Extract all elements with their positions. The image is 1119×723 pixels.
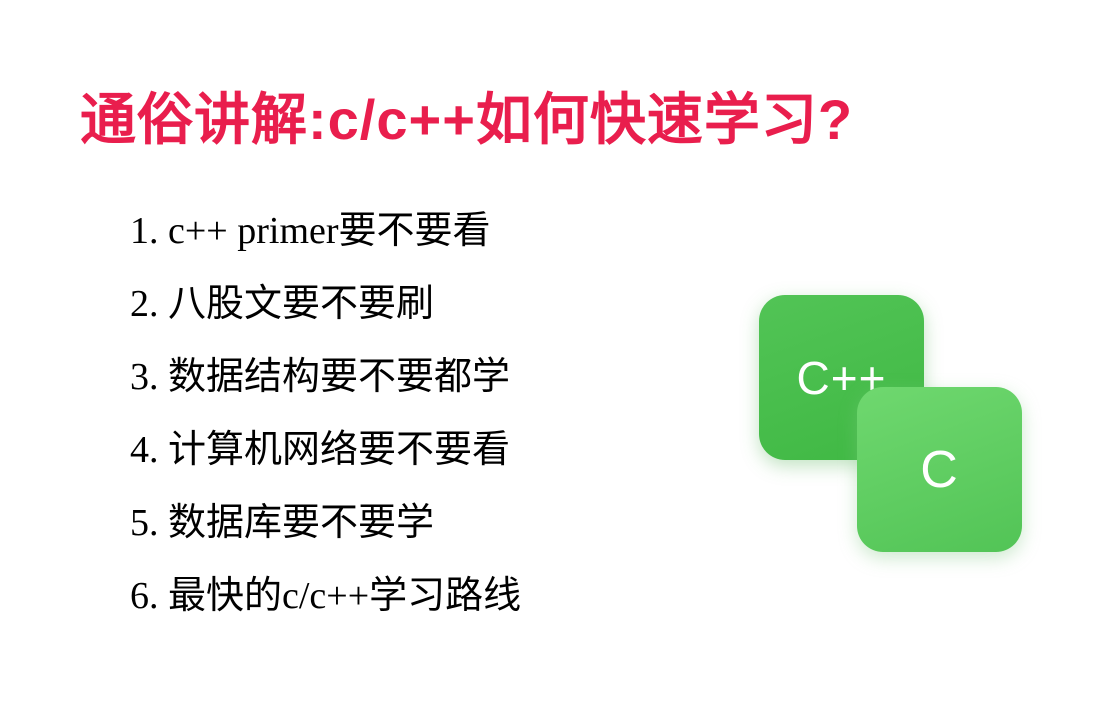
list-item: 1. c++ primer要不要看 [130,195,521,268]
page-title: 通俗讲解:c/c++如何快速学习? [80,75,853,156]
list-item: 5. 数据库要不要学 [130,487,521,560]
list-item: 2. 八股文要不要刷 [130,268,521,341]
language-icons: C++ C [759,295,1029,565]
list-item: 4. 计算机网络要不要看 [130,414,521,487]
c-icon: C [857,387,1022,552]
c-icon-label: C [920,440,959,500]
list-item: 3. 数据结构要不要都学 [130,341,521,414]
list-item: 6. 最快的c/c++学习路线 [130,560,521,633]
topic-list: 1. c++ primer要不要看 2. 八股文要不要刷 3. 数据结构要不要都… [130,195,521,633]
